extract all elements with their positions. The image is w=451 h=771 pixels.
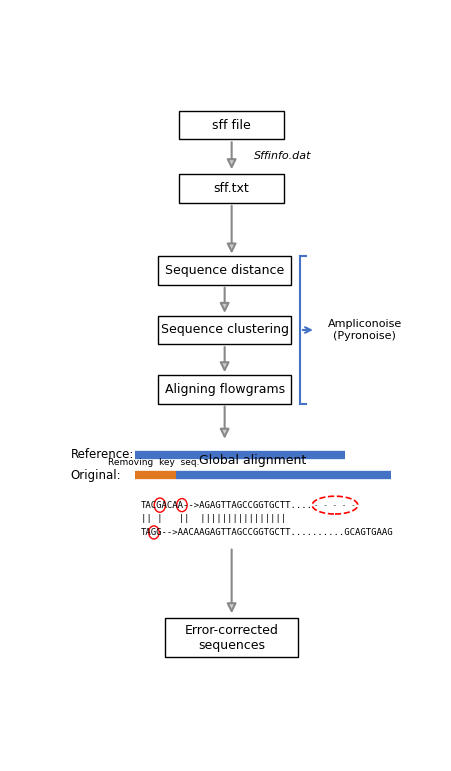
Text: sff file: sff file — [212, 119, 250, 132]
Text: Sffinfo.dat: Sffinfo.dat — [254, 151, 311, 161]
FancyBboxPatch shape — [158, 257, 290, 284]
Text: Global alignment: Global alignment — [198, 453, 306, 466]
Text: || |   ||  ||||||||||||||||: || | || |||||||||||||||| — [140, 514, 285, 524]
Text: Error-corrected
sequences: Error-corrected sequences — [184, 624, 278, 651]
FancyBboxPatch shape — [179, 174, 284, 203]
FancyBboxPatch shape — [158, 375, 290, 403]
Text: Removing  key  seq.: Removing key seq. — [108, 457, 199, 466]
Text: Reference:: Reference: — [70, 448, 133, 461]
Text: TAGG-->AACAAGAGTTAGCCGGTGCTT..........GCAGTGAAG: TAGG-->AACAAGAGTTAGCCGGTGCTT..........GC… — [140, 528, 392, 537]
Text: Original:: Original: — [70, 469, 121, 482]
Text: Sequence distance: Sequence distance — [165, 264, 284, 277]
Text: sff.txt: sff.txt — [213, 182, 249, 195]
Text: Aligning flowgrams: Aligning flowgrams — [164, 383, 284, 396]
Text: Sequence clustering: Sequence clustering — [160, 324, 288, 336]
Text: - - - - -: - - - - - — [313, 500, 355, 510]
Ellipse shape — [312, 497, 357, 514]
Text: Ampliconoise
(Pyronoise): Ampliconoise (Pyronoise) — [327, 319, 401, 341]
FancyBboxPatch shape — [165, 618, 298, 657]
FancyBboxPatch shape — [158, 316, 290, 344]
Text: TACGACAA-->AGAGTTAGCCGGTGCTT..........: TACGACAA-->AGAGTTAGCCGGTGCTT.......... — [140, 500, 344, 510]
FancyBboxPatch shape — [179, 111, 284, 140]
